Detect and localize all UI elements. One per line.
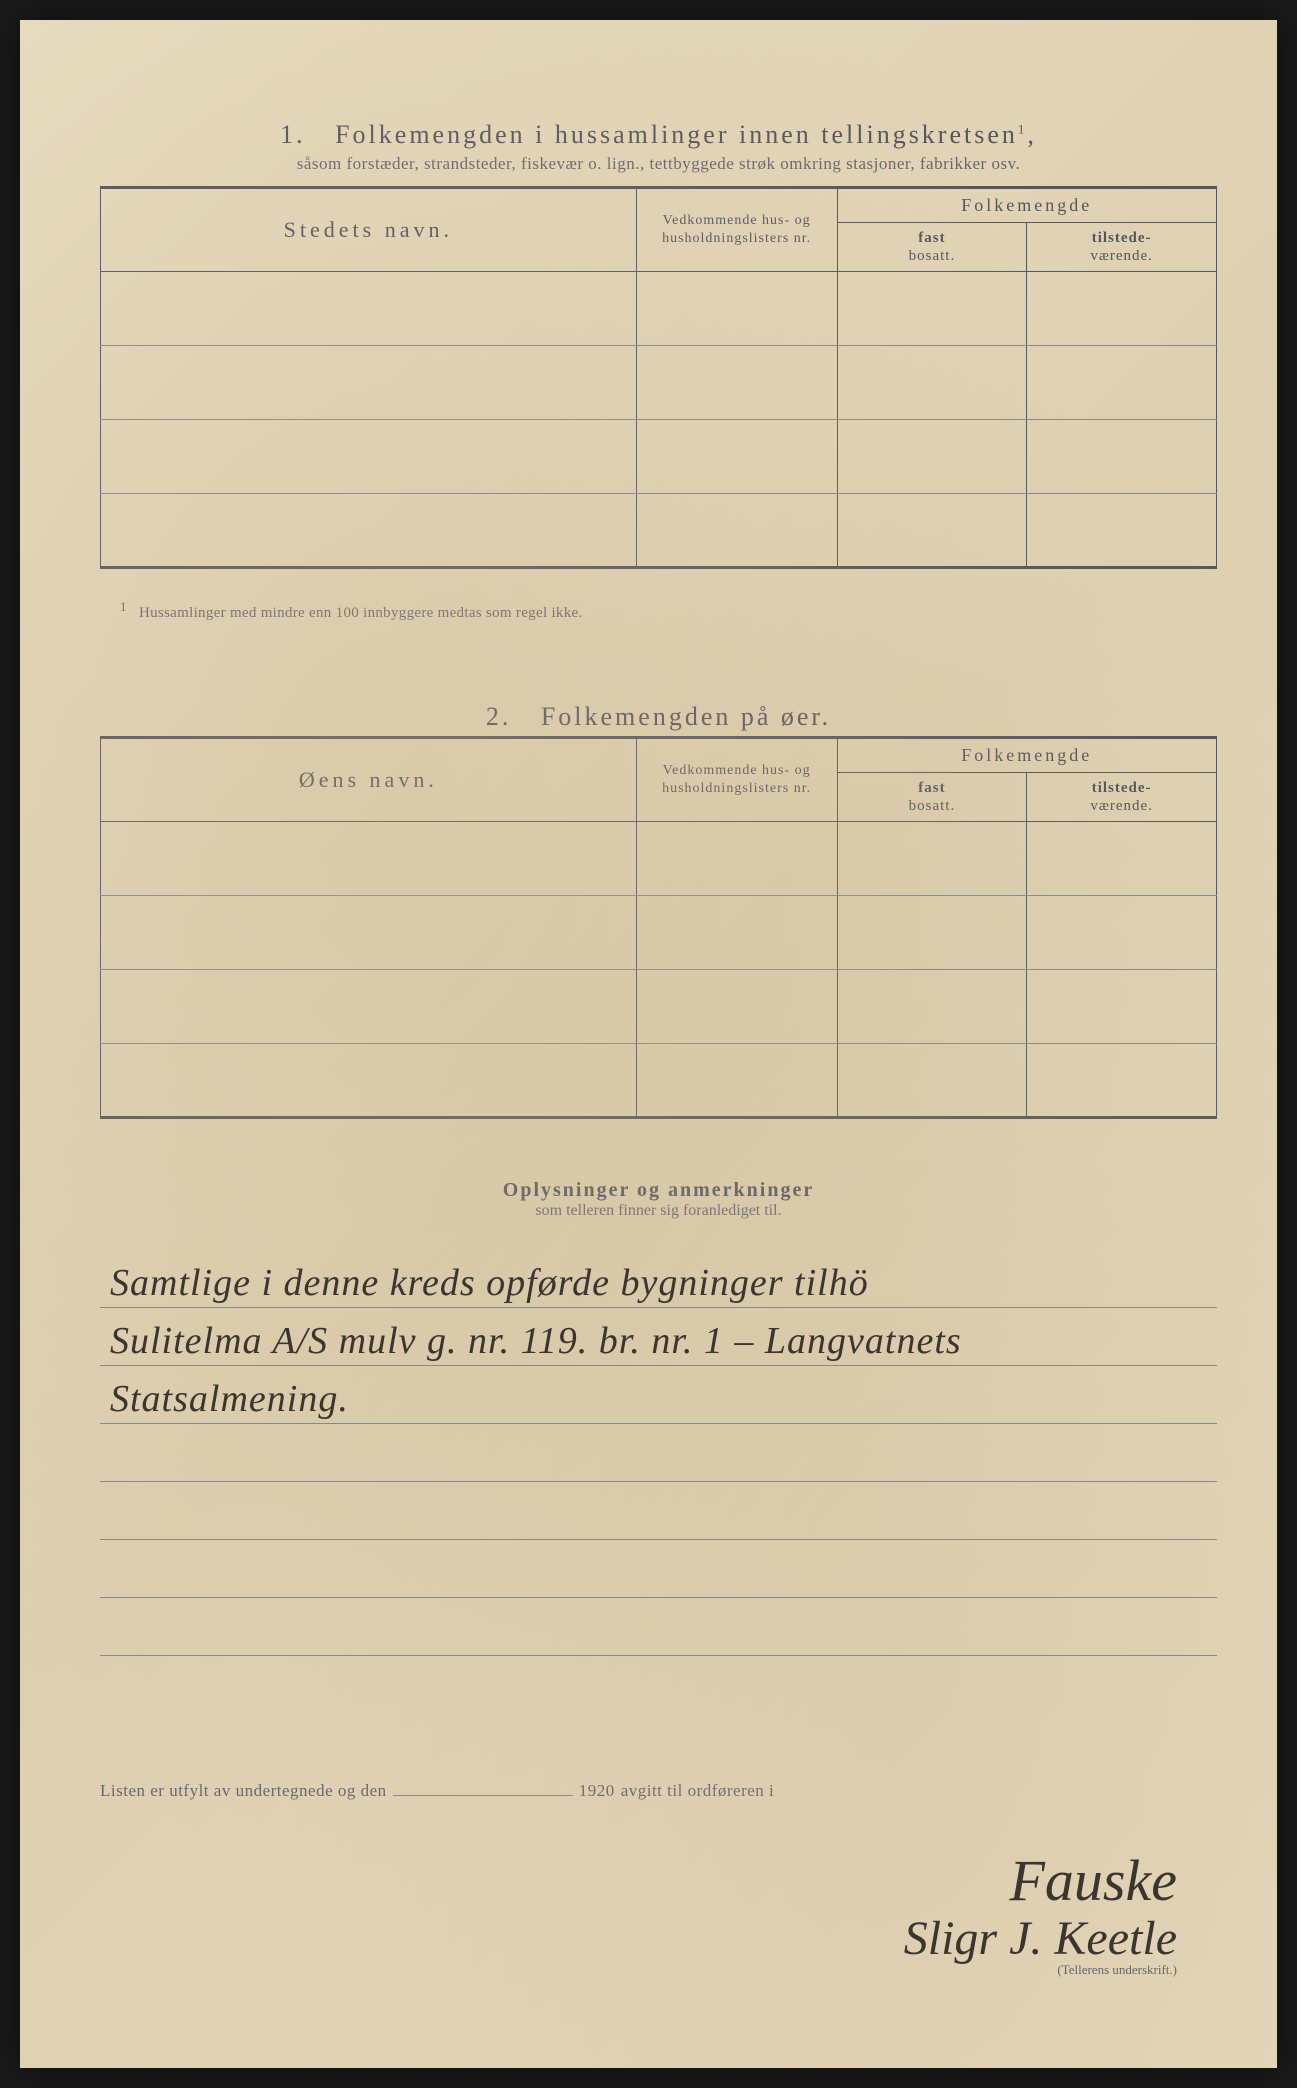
footer-year: 1920 — [579, 1781, 615, 1801]
remark-line — [100, 1482, 1217, 1540]
section-1-number: 1. — [280, 120, 306, 149]
table-row — [101, 822, 1217, 896]
remarks-title: Oplysninger og anmerkninger — [100, 1179, 1217, 1202]
col-fast-2: fast bosatt. — [837, 773, 1027, 822]
remark-line — [100, 1424, 1217, 1482]
section-2-title: 2. Folkemengden på øer. — [100, 702, 1217, 732]
census-form-page: 1. Folkemengden i hussamlinger innen tel… — [20, 20, 1277, 2068]
col-tilstede: tilstede- værende. — [1027, 223, 1217, 272]
footnote-1: 1 Hussamlinger med mindre enn 100 innbyg… — [100, 599, 1217, 622]
remark-line — [100, 1540, 1217, 1598]
section-1: 1. Folkemengden i hussamlinger innen tel… — [100, 120, 1217, 622]
section-3-remarks: Oplysninger og anmerkninger som telleren… — [100, 1179, 1217, 1656]
table-row — [101, 970, 1217, 1044]
table-row — [101, 346, 1217, 420]
signature-handwritten: Sligr J. Keetle — [904, 1913, 1177, 1966]
footer-prefix: Listen er utfylt av undertegnede og den — [100, 1781, 387, 1801]
signature-block: Fauske Sligr J. Keetle (Tellerens unders… — [904, 1849, 1177, 1978]
section-1-title: 1. Folkemengden i hussamlinger innen tel… — [100, 120, 1217, 150]
table-row — [101, 1044, 1217, 1118]
footer-declaration: Listen er utfylt av undertegnede og den … — [100, 1776, 1217, 1801]
col-fast: fast bosatt. — [837, 223, 1027, 272]
remark-line — [100, 1598, 1217, 1656]
table-oer: Øens navn. Vedkommende hus- og husholdni… — [100, 736, 1217, 1119]
col-reference-2: Vedkommende hus- og husholdningslisters … — [636, 738, 837, 822]
col-folkemengde: Folkemengde — [837, 188, 1216, 223]
remark-line: Sulitelma A/S mulv g. nr. 119. br. nr. 1… — [100, 1308, 1217, 1366]
col-reference: Vedkommende hus- og husholdningslisters … — [636, 188, 837, 272]
table-row — [101, 272, 1217, 346]
remark-line: Statsalmening. — [100, 1366, 1217, 1424]
remarks-subtitle: som telleren finner sig foranlediget til… — [100, 1202, 1217, 1220]
table-row — [101, 896, 1217, 970]
col-folkemengde-2: Folkemengde — [837, 738, 1216, 773]
place-handwritten: Fauske — [904, 1849, 1177, 1913]
col-oens-navn: Øens navn. — [101, 738, 637, 822]
footer-date-blank — [393, 1776, 573, 1796]
remark-line: Samtlige i denne kreds opførde bygninger… — [100, 1250, 1217, 1308]
section-2-number: 2. — [486, 702, 512, 731]
section-2: 2. Folkemengden på øer. Øens navn. Vedko… — [100, 702, 1217, 1119]
table-hussamlinger: Stedets navn. Vedkommende hus- og hushol… — [100, 186, 1217, 569]
footer-middle: avgitt til ordføreren i — [621, 1781, 775, 1801]
col-stedets-navn: Stedets navn. — [101, 188, 637, 272]
col-tilstede-2: tilstede- værende. — [1027, 773, 1217, 822]
table-row — [101, 420, 1217, 494]
table-row — [101, 494, 1217, 568]
section-1-subtitle: såsom forstæder, strandsteder, fiskevær … — [100, 154, 1217, 174]
